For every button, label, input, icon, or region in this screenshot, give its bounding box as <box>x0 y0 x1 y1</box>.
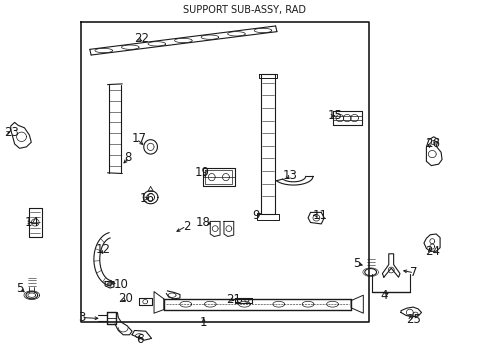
Text: 5: 5 <box>352 257 360 270</box>
Text: 18: 18 <box>195 216 210 229</box>
Text: 23: 23 <box>4 126 19 139</box>
Text: 17: 17 <box>132 132 147 145</box>
Text: 2: 2 <box>183 220 190 233</box>
Text: SUPPORT SUB-ASSY, RAD: SUPPORT SUB-ASSY, RAD <box>183 5 305 15</box>
Text: 19: 19 <box>194 166 209 179</box>
Text: 16: 16 <box>139 192 154 205</box>
Text: 3: 3 <box>78 311 85 324</box>
Text: 26: 26 <box>425 137 440 150</box>
Text: 15: 15 <box>327 109 342 122</box>
Text: 6: 6 <box>136 333 143 346</box>
Text: 11: 11 <box>312 209 327 222</box>
Text: 8: 8 <box>124 151 132 164</box>
Text: 24: 24 <box>425 245 440 258</box>
Text: 14: 14 <box>24 216 40 229</box>
Text: 12: 12 <box>95 243 110 256</box>
Text: 25: 25 <box>405 313 420 326</box>
Text: 1: 1 <box>199 316 206 329</box>
Text: 4: 4 <box>380 289 387 302</box>
Text: 9: 9 <box>251 209 259 222</box>
Text: 21: 21 <box>225 293 241 306</box>
Text: 5: 5 <box>16 282 23 294</box>
Text: 10: 10 <box>113 278 128 291</box>
Text: 7: 7 <box>409 266 416 279</box>
Text: 20: 20 <box>118 292 133 305</box>
Text: 13: 13 <box>282 169 297 182</box>
Text: 22: 22 <box>134 32 149 45</box>
